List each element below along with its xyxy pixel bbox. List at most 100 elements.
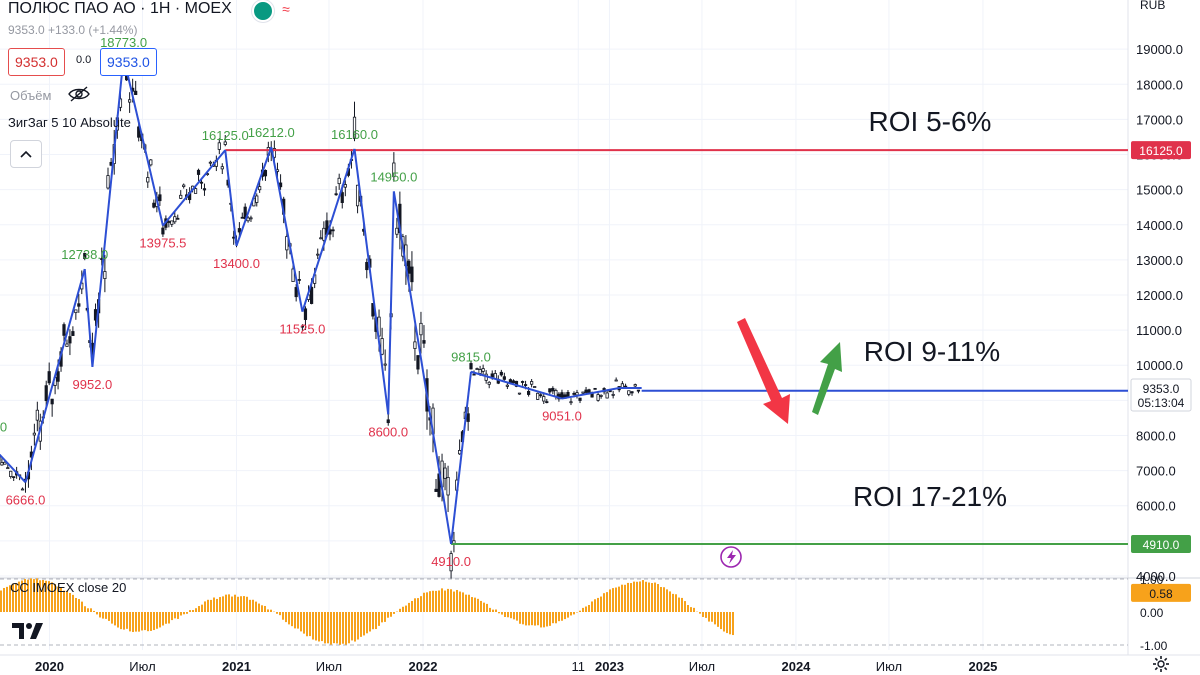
y-tick-label: 14000.0 (1136, 218, 1183, 233)
osc-bar (258, 603, 260, 612)
time-axis[interactable]: Июл2020Июл2021Июл2022112023Июл2024Июл202… (0, 659, 997, 674)
zigzag-segment (0, 453, 27, 484)
candle-body (249, 217, 253, 220)
pivot-label: 13975.5 (139, 236, 186, 251)
osc-bar (147, 612, 149, 632)
candle-body (587, 389, 591, 393)
tradingview-logo[interactable] (10, 620, 46, 642)
candle-body (303, 308, 308, 320)
x-tick-label: Июл (876, 659, 902, 674)
osc-bar (0, 590, 2, 612)
eye-off-icon[interactable] (66, 84, 92, 104)
y-tick-label: 13000.0 (1136, 253, 1183, 268)
osc-bar (285, 612, 287, 623)
osc-bar (417, 598, 419, 612)
osc-bar (231, 596, 233, 612)
osc-bar (294, 612, 296, 629)
osc-bar (144, 612, 146, 631)
osc-bar (702, 612, 704, 617)
osc-bar (402, 606, 404, 612)
sell-price-button[interactable]: 9353.0 (8, 48, 65, 76)
candle-body (539, 394, 543, 397)
osc-bar (483, 602, 485, 612)
osc-bar (504, 612, 506, 617)
osc-bar (60, 587, 62, 612)
market-status-icon[interactable] (252, 0, 274, 22)
osc-bar (105, 612, 107, 619)
buy-price-button[interactable]: 9353.0 (100, 48, 157, 76)
osc-bar (678, 597, 680, 612)
down-arrow (737, 318, 790, 424)
y-tick-label: 12000.0 (1136, 288, 1183, 303)
osc-bar (192, 610, 194, 612)
osc-bar (690, 607, 692, 612)
osc-bar (372, 612, 374, 630)
price-axis[interactable]: 19000.018000.017000.016000.015000.014000… (1130, 42, 1192, 653)
volume-label: Объём (10, 88, 52, 103)
osc-bar (693, 607, 695, 612)
osc-bar (66, 590, 68, 612)
candle-body (68, 336, 72, 344)
osc-bar (729, 612, 731, 635)
currency-label[interactable]: RUB (1140, 0, 1166, 12)
roi-annotation: ROI 5-6% (869, 106, 992, 137)
candle-body (499, 371, 503, 376)
candle-body (545, 401, 549, 404)
candle-body (566, 391, 570, 398)
y-tick-label: 17000.0 (1136, 112, 1183, 127)
indicator-label[interactable]: ЗигЗаг 5 10 Absolute (8, 115, 131, 130)
osc-bar (534, 612, 536, 626)
osc-bar (3, 587, 5, 612)
osc-bar (240, 596, 242, 612)
osc-bar (156, 612, 158, 629)
candle-body (469, 363, 473, 370)
candle-body (575, 392, 579, 396)
osc-bar (6, 586, 8, 612)
osc-bar (264, 605, 266, 612)
osc-bar (363, 612, 365, 636)
osc-bar (168, 612, 170, 624)
delay-icon[interactable]: ≈ (282, 1, 290, 17)
candle-body (297, 279, 301, 281)
candle-body (505, 384, 509, 387)
osc-bar (429, 591, 431, 612)
zigzag-segment (450, 371, 472, 545)
candle-body (220, 166, 224, 170)
osc-bar (162, 612, 164, 626)
osc-bar (621, 584, 623, 612)
candle-body (630, 391, 634, 394)
osc-bar (312, 612, 314, 640)
osc-bar (390, 612, 392, 617)
candle-body (35, 409, 39, 421)
osc-bar (45, 580, 47, 612)
candle-body (196, 169, 201, 175)
gear-icon[interactable] (1152, 655, 1170, 673)
candle-body (217, 142, 221, 150)
candle-body (569, 401, 573, 404)
osc-bar (426, 592, 428, 612)
zigzag-segment (162, 149, 227, 227)
osc-bar (300, 612, 302, 632)
osc-bar (495, 609, 497, 612)
osc-tick-label: 1.00 (1140, 573, 1164, 587)
osc-bar (15, 583, 17, 612)
candle-body (584, 389, 588, 393)
osc-bar (639, 581, 641, 612)
candle-body (355, 184, 360, 207)
osc-bar (333, 612, 335, 644)
candle-body (572, 392, 576, 395)
spread-value: 0.0 (76, 54, 92, 66)
candle-body (146, 177, 150, 183)
osc-bar (351, 612, 353, 641)
candle-body (383, 363, 387, 366)
osc-bar (357, 612, 359, 640)
candle-body (50, 398, 54, 405)
osc-bar (669, 591, 671, 612)
zigzag-segment (224, 150, 238, 246)
osc-bar (450, 589, 452, 612)
osc-bar (318, 612, 320, 642)
candle-body (77, 303, 81, 307)
osc-bar (126, 612, 128, 629)
chevron-up-icon[interactable] (10, 140, 42, 168)
